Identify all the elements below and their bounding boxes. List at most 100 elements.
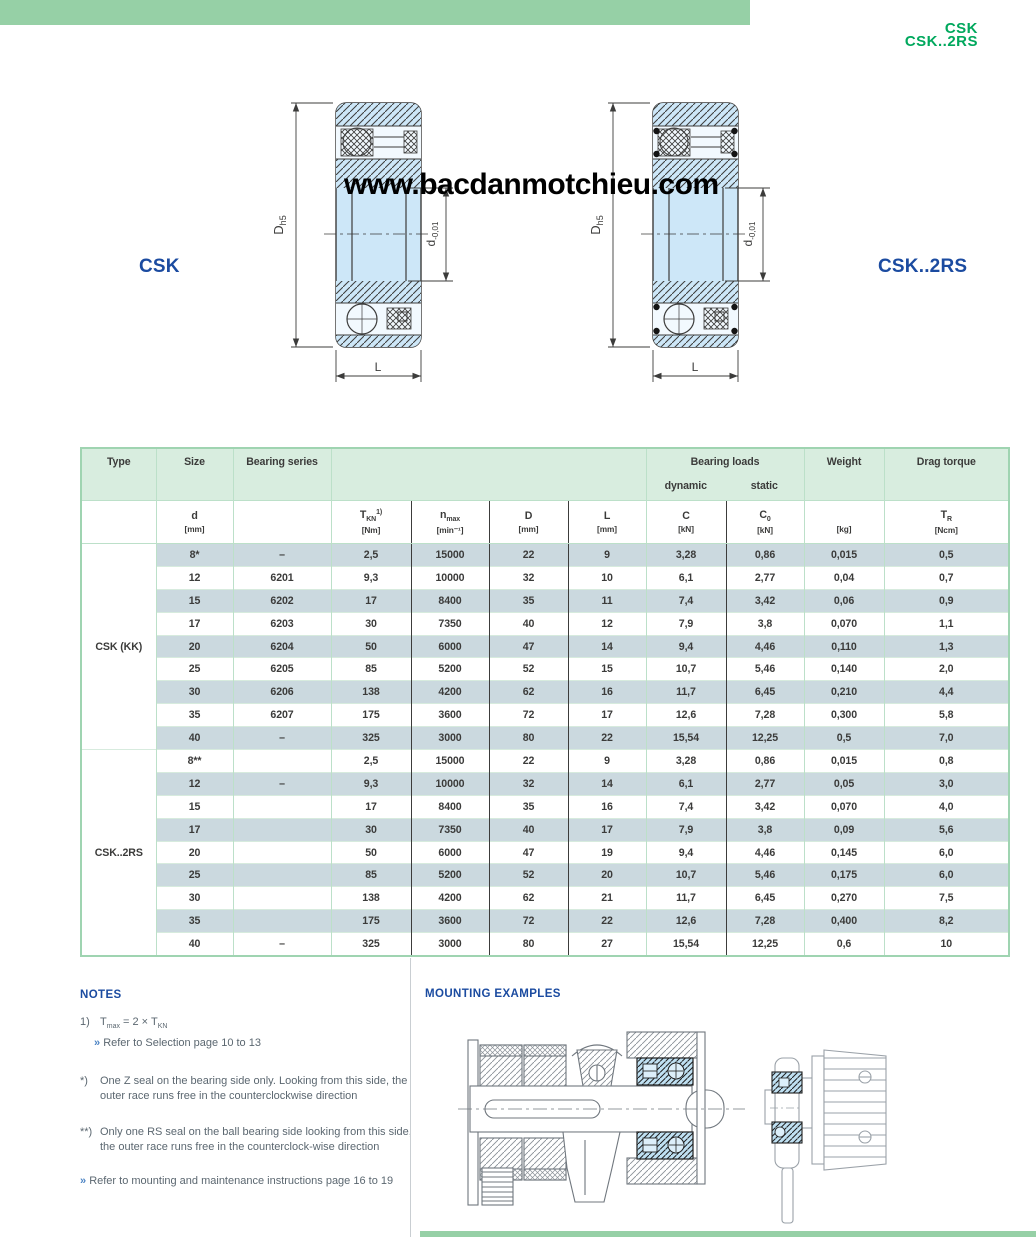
table-cell: 15	[155, 794, 233, 819]
table-row: 25 85 5200 52 20 10,7 5,46 0,175 6,0	[81, 863, 1010, 887]
table-row: CSK..2RS 8** 2,5 15000 22 9 3,28 0,86 0,015 0,8	[81, 749, 1010, 957]
table-cell: 325	[330, 726, 411, 750]
table-cell: 3,8	[725, 611, 805, 636]
table-cell	[232, 817, 331, 842]
table-cell: 3000	[410, 932, 489, 957]
table-cell: 12	[155, 565, 233, 590]
table-cell: 10000	[410, 565, 489, 590]
watermark: www.bacdanmotchieu.com	[344, 168, 719, 201]
table-cell: 9	[567, 543, 646, 567]
table-cell: 35	[155, 703, 233, 727]
table-cell: 11	[567, 588, 646, 613]
table-row: 15 6202 17 8400 35 11 7,4 3,42 0,06 0,9	[81, 588, 1010, 613]
table-cell: 7350	[410, 817, 489, 842]
table-cell: 25	[155, 657, 233, 681]
chevron-icon: »	[80, 1174, 87, 1187]
section-divider	[410, 958, 411, 1237]
table-cell: 7,4	[645, 588, 726, 613]
table-cell: 32	[488, 771, 568, 796]
heading-line-1: CSK	[944, 20, 978, 37]
table-cell: 138	[330, 886, 411, 910]
table-cell	[232, 909, 331, 933]
table-cell: 17	[330, 588, 411, 613]
table-cell: 0,06	[803, 588, 885, 613]
table-cell: 6,1	[645, 565, 726, 590]
table-cell: 12,25	[725, 726, 805, 750]
table-cell: –	[232, 932, 331, 957]
table-cell: 9,4	[645, 840, 726, 864]
table-cell: 15	[155, 588, 233, 613]
table-cell: 80	[488, 726, 568, 750]
table-cell: 40	[488, 817, 568, 842]
subheader-tkn: TKN1) [Nm]	[330, 500, 411, 544]
highlighted-bearing	[771, 1121, 803, 1144]
table-cell: 7,9	[645, 817, 726, 842]
table-body: CSK (KK) 8* –2,5 15000 22 9 3,28 0,86 0,015 0,5 12…	[81, 542, 1010, 957]
col-header-bearing-loads: Bearing loads dynamic static	[645, 448, 805, 501]
col-header-bearing-series: Bearing series	[232, 448, 331, 501]
table-cell: 6000	[410, 634, 489, 658]
table-cell: 0,015	[803, 749, 885, 773]
table-cell: 11,7	[645, 680, 726, 704]
table-cell: 30	[155, 680, 233, 704]
table-cell: 6202	[232, 588, 331, 613]
chevron-icon: »	[94, 1037, 101, 1049]
subheader-tr: TR [Ncm]	[883, 500, 1010, 544]
table-row: 40–325 3000 80 27 15,54 12,25 0,6 10	[81, 932, 1010, 957]
dim-outer-diameter: Dh5	[588, 102, 650, 348]
table-cell: 47	[488, 634, 568, 658]
dim-width: L	[652, 350, 739, 382]
table-cell: 20	[155, 634, 233, 658]
table-cell: 4200	[410, 680, 489, 704]
table-cell: 0,110	[803, 634, 885, 658]
table-cell: 9,3	[330, 565, 411, 590]
table-cell: 0,270	[803, 886, 885, 910]
table-cell: 22	[567, 726, 646, 750]
table-header-row: Type Size Bearing series Bearing loads d…	[81, 448, 1010, 501]
table-cell: 4200	[410, 886, 489, 910]
table-cell: 40	[155, 932, 233, 957]
table-cell: 50	[330, 840, 411, 864]
table-cell: 0,400	[803, 909, 885, 933]
table-cell: 10,7	[645, 657, 726, 681]
table-row: 20 50 6000 47 19 9,4 4,46 0,145 6,0	[81, 840, 1010, 864]
table-cell: 3,42	[725, 588, 805, 613]
mounting-examples-title: MOUNTING EXAMPLES	[425, 988, 561, 1000]
table-cell: 17	[155, 817, 233, 842]
table-cell: 3,28	[645, 543, 726, 567]
heading-line-2: CSK..2RS	[904, 33, 978, 50]
svg-text:L: L	[692, 360, 699, 374]
table-cell: 47	[488, 840, 568, 864]
svg-text:d-0,01: d-0,01	[741, 221, 757, 246]
subheader-C: C [kN]	[645, 500, 726, 544]
table-cell: 6,0	[883, 840, 1010, 864]
table-cell: 6,45	[725, 680, 805, 704]
table-cell: 22	[567, 909, 646, 933]
table-cell: 85	[330, 657, 411, 681]
table-cell: 0,140	[803, 657, 885, 681]
csk-section-drawing: Dh5 d-0,01 L	[271, 102, 453, 382]
subheader-L: L [mm]	[567, 500, 646, 544]
note-double-star-marker: **)	[80, 1125, 93, 1138]
table-cell: 2,5	[330, 749, 411, 773]
table-row: 12 6201 9,3 10000 32 10 6,1 2,77 0,04 0,7	[81, 565, 1010, 590]
col-header-drag-torque: Drag torque	[883, 448, 1010, 501]
subheader-nmax: nmax [min⁻¹]	[410, 500, 489, 544]
table-cell: 80	[488, 932, 568, 957]
table-cell: 3600	[410, 909, 489, 933]
table-cell: 9,4	[645, 634, 726, 658]
table-cell: –	[232, 771, 331, 796]
note-double-star: **) Only one RS seal on the ball bearing…	[80, 1125, 412, 1156]
table-cell: 14	[567, 634, 646, 658]
table-cell	[232, 863, 331, 887]
table-subheader-row: d [mm] TKN1) [Nm] nmax [min⁻¹] D [mm] L	[81, 500, 1010, 544]
svg-text:d-0,01: d-0,01	[424, 221, 440, 246]
table-cell: 7350	[410, 611, 489, 636]
highlighted-bearing	[771, 1071, 803, 1094]
table-cell: 6,0	[883, 863, 1010, 887]
top-green-bar	[0, 0, 750, 25]
table-cell: 1,1	[883, 611, 1010, 636]
dim-outer-diameter: Dh5	[271, 102, 333, 348]
table-cell: 11,7	[645, 886, 726, 910]
table-cell: 85	[330, 863, 411, 887]
